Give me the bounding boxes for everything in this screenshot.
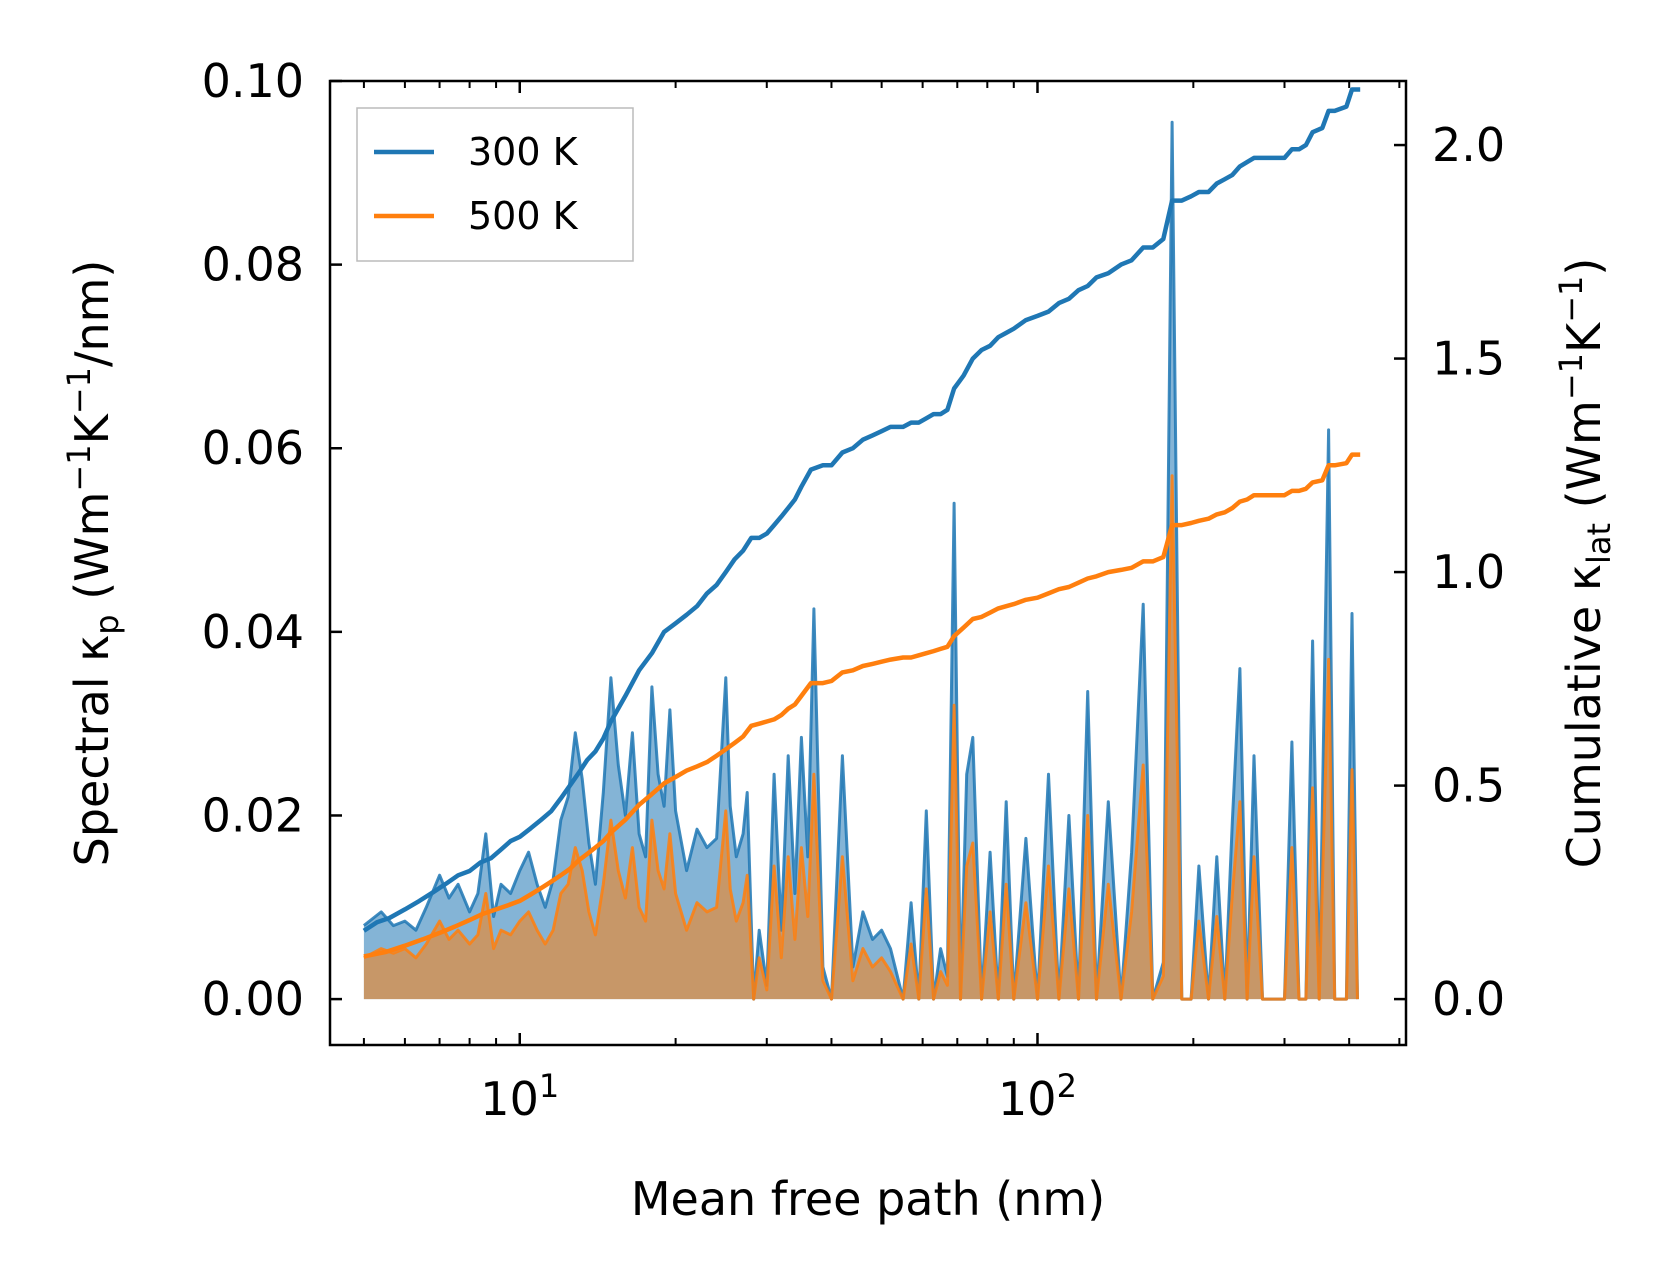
y-right-tick-label: 0.0 — [1432, 972, 1505, 1026]
y-right-axis-title-prefix: Cumulative κ — [1557, 564, 1611, 868]
y-right-axis-title-sup1: −1 — [1552, 353, 1590, 400]
y-left-tick-label: 0.10 — [202, 54, 304, 108]
y-right-tick-label: 2.0 — [1432, 118, 1505, 172]
y-left-tick-label: 0.08 — [202, 238, 304, 292]
y-right-tick-label: 1.0 — [1432, 545, 1505, 599]
x-tick-exp: 1 — [539, 1067, 559, 1105]
x-tick-base: 10 — [998, 1072, 1057, 1126]
legend-label: 500 K — [468, 194, 579, 238]
y-left-axis-title-tail: /nm) — [65, 260, 119, 367]
y-right-axis-title-sub: lat — [1580, 523, 1618, 564]
x-tick-base: 10 — [480, 1072, 539, 1126]
y-left-axis-title: Spectral κp (Wm−1K−1/nm) — [60, 260, 126, 867]
cumulative-line-300k — [362, 87, 1361, 933]
y-left-axis-title-sup2: −1 — [60, 367, 98, 414]
x-tick-label: 101 — [480, 1067, 559, 1126]
x-axis-title: Mean free path (nm) — [631, 1172, 1105, 1226]
y-left-axis-title-sub: p — [88, 614, 126, 634]
y-left-axis-title-sup1: −1 — [60, 444, 98, 491]
series-layer — [362, 87, 1361, 1001]
y-right-axis-title-tail: ) — [1557, 258, 1611, 276]
y-right-axis-title: Cumulative κlat (Wm−1K−1) — [1552, 258, 1618, 869]
y-left-tick-label: 0.00 — [202, 972, 304, 1026]
y-right-tick-label: 1.5 — [1432, 332, 1505, 386]
y-right-axis-title-suffix: (Wm — [1557, 400, 1611, 523]
x-tick-label: 102 — [998, 1067, 1077, 1126]
plot-frame — [328, 79, 1408, 1047]
y-left-axis-title-mid: K — [65, 412, 119, 444]
spectral-line-300k — [362, 120, 1359, 1001]
legend-label: 300 K — [468, 130, 579, 174]
axes-layer: 101 1020.000.020.040.060.080.100.00.51.01… — [60, 54, 1618, 1226]
legend-box — [356, 107, 634, 262]
spectral-line-500k — [363, 474, 1359, 1001]
y-left-tick-label: 0.06 — [202, 421, 304, 475]
y-right-axis-title-mid: K — [1557, 321, 1611, 353]
y-left-axis-title-prefix: Spectral κ — [65, 635, 119, 867]
y-left-tick-label: 0.04 — [202, 605, 304, 659]
y-right-axis-title-sup2: −1 — [1552, 276, 1590, 323]
spectral-area-300k — [363, 122, 1358, 1000]
spectral-area-500k — [363, 475, 1358, 1000]
x-tick-exp: 2 — [1057, 1067, 1077, 1105]
y-left-tick-label: 0.02 — [202, 788, 304, 842]
y-left-axis-title-suffix: (Wm — [65, 492, 119, 615]
legend: 300 K 500 K — [356, 107, 634, 262]
cumulative-line-500k — [363, 452, 1361, 959]
y-right-tick-label: 0.5 — [1432, 759, 1505, 813]
